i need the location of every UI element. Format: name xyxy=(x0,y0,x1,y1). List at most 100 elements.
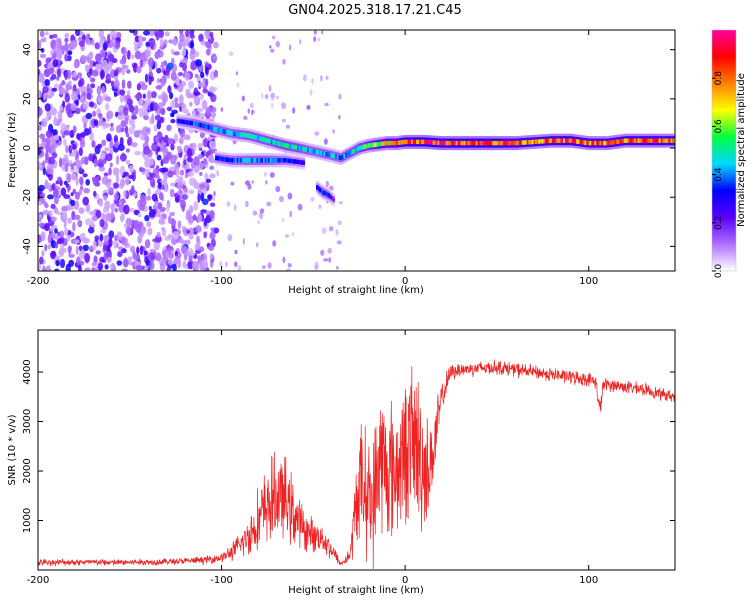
noise-speckle xyxy=(202,198,209,206)
spectral-ridge-segment xyxy=(622,138,625,144)
spectrogram-noise-layer xyxy=(38,30,344,271)
noise-speckle xyxy=(98,166,106,172)
noise-speckle xyxy=(182,260,187,269)
noise-speckle xyxy=(38,184,45,192)
noise-speckle xyxy=(144,214,150,222)
noise-speckle xyxy=(103,42,107,51)
spectral-branch-segment xyxy=(220,156,223,161)
spectral-ridge-segment xyxy=(535,139,538,144)
spectral-ridge-segment xyxy=(198,122,201,127)
noise-speckle xyxy=(105,153,113,162)
spectral-ridge-segment xyxy=(264,137,267,143)
noise-speckle xyxy=(123,171,129,177)
spectral-ridge-segment xyxy=(290,144,293,149)
spectral-ridge-segment xyxy=(495,140,498,146)
noise-speckle xyxy=(78,188,83,196)
spectral-ridge-segment xyxy=(224,129,227,135)
spectral-ridge-segment xyxy=(416,139,419,145)
noise-speckle xyxy=(287,263,292,268)
spectral-ridge-segment xyxy=(594,140,597,146)
noise-speckle xyxy=(270,102,274,109)
noise-speckle xyxy=(119,215,123,222)
spectral-ridge-segment xyxy=(379,141,383,147)
noise-speckle xyxy=(65,145,69,154)
spectral-ridge-segment xyxy=(288,144,292,149)
spectral-ridge-segment xyxy=(417,139,421,145)
spectrogram-x-axis-label: Height of straight line (km) xyxy=(288,285,424,296)
noise-speckle xyxy=(64,163,69,173)
noise-speckle xyxy=(121,64,129,70)
noise-speckle xyxy=(52,129,58,137)
noise-speckle xyxy=(149,177,156,188)
spectral-ridge-segment xyxy=(657,138,660,143)
noise-speckle xyxy=(48,67,55,75)
spectral-ridge-segment xyxy=(429,140,432,145)
noise-speckle xyxy=(106,256,112,264)
noise-speckle xyxy=(139,58,144,68)
noise-speckle xyxy=(77,221,82,227)
spectral-ridge-segment xyxy=(455,140,459,146)
spectral-ridge-segment xyxy=(488,140,492,146)
spectral-ridge-segment xyxy=(465,140,468,146)
spectral-ridge-segment xyxy=(553,138,556,143)
noise-speckle xyxy=(109,140,114,150)
noise-speckle xyxy=(78,40,85,47)
noise-speckle xyxy=(156,154,162,161)
spectral-branch-segment xyxy=(236,158,239,163)
spectral-branch-segment xyxy=(277,158,281,163)
spectral-branch-segment xyxy=(253,158,256,163)
noise-speckle xyxy=(101,176,109,185)
noise-speckle xyxy=(38,59,42,67)
spectral-ridge-segment xyxy=(500,140,503,146)
noise-speckle xyxy=(200,112,206,119)
noise-speckle xyxy=(78,86,84,93)
spectral-ridge-segment xyxy=(216,127,219,132)
spectral-ridge-segment xyxy=(333,154,336,159)
spectral-ridge-segment xyxy=(541,139,544,144)
noise-speckle xyxy=(193,165,200,174)
spectral-ridge-segment xyxy=(559,138,563,143)
noise-speckle xyxy=(158,217,165,224)
noise-speckle xyxy=(184,72,190,81)
spectral-ridge-segment xyxy=(536,139,540,144)
spectral-branch-segment xyxy=(259,158,263,163)
spectral-ridge-segment xyxy=(581,140,584,145)
spectral-ridge-segment xyxy=(483,140,487,146)
noise-speckle xyxy=(136,83,141,91)
noise-speckle xyxy=(177,145,183,154)
noise-speckle xyxy=(149,261,155,271)
noise-speckle xyxy=(64,37,69,43)
noise-speckle xyxy=(197,213,203,223)
spectral-ridge-segment xyxy=(199,123,202,128)
spectral-ridge-segment xyxy=(492,140,495,146)
noise-speckle xyxy=(104,147,111,152)
noise-speckle xyxy=(80,95,85,102)
noise-speckle xyxy=(51,87,57,92)
noise-speckle xyxy=(75,158,80,168)
spectral-ridge-segment xyxy=(440,140,444,146)
noise-speckle xyxy=(72,71,77,78)
noise-speckle xyxy=(324,102,329,107)
noise-speckle xyxy=(337,220,342,226)
noise-speckle xyxy=(70,192,74,197)
noise-speckle xyxy=(121,248,127,254)
noise-speckle xyxy=(132,250,137,260)
noise-speckle xyxy=(336,265,339,270)
noise-speckle xyxy=(39,192,46,200)
spectral-ridge-segment xyxy=(604,140,607,146)
noise-speckle xyxy=(50,91,55,97)
noise-speckle xyxy=(162,99,166,107)
noise-speckle xyxy=(272,240,277,247)
noise-speckle xyxy=(155,85,163,90)
spectral-ridge-segment xyxy=(665,138,668,143)
noise-speckle xyxy=(313,30,317,35)
spectral-ridge-segment xyxy=(358,145,361,151)
spectral-ridge-segment xyxy=(467,140,470,146)
spectral-ridge-segment xyxy=(464,140,467,146)
noise-speckle xyxy=(57,118,61,125)
noise-speckle xyxy=(129,105,135,113)
noise-speckle xyxy=(209,165,215,170)
spectral-ridge-segment xyxy=(642,138,645,143)
noise-speckle xyxy=(54,196,59,205)
